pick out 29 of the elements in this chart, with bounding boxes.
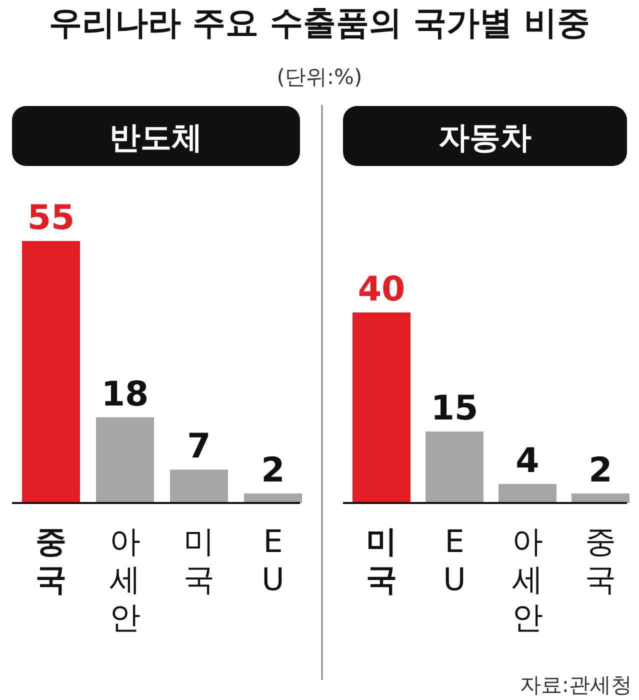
x-tick-label: 아세안 bbox=[512, 524, 543, 636]
x-tick-label: 중국 bbox=[585, 524, 616, 598]
bar bbox=[22, 241, 80, 503]
data-label: 2 bbox=[588, 450, 612, 490]
chart-title: 우리나라 주요 수출품의 국가별 비중 bbox=[49, 3, 590, 42]
data-label: 40 bbox=[358, 269, 406, 310]
text: (단위:%) bbox=[276, 65, 362, 89]
chart-subtitle: 반도체 bbox=[110, 120, 202, 156]
x-tick-label: 미국 bbox=[366, 524, 397, 598]
data-label: 2 bbox=[261, 450, 285, 490]
data-label: 4 bbox=[516, 440, 540, 481]
bar bbox=[498, 484, 556, 503]
x-tick-label: EU bbox=[443, 524, 466, 598]
bar bbox=[426, 432, 484, 503]
x-tick-label: EU bbox=[262, 524, 284, 598]
bar bbox=[572, 493, 630, 503]
bar bbox=[244, 493, 302, 503]
bar bbox=[96, 417, 154, 503]
chart-subtitle: 자동차 bbox=[438, 120, 532, 156]
x-tick-label: 중국 bbox=[36, 524, 66, 598]
bar bbox=[352, 312, 410, 503]
data-label: 7 bbox=[187, 426, 211, 467]
x-tick-label: 미국 bbox=[184, 524, 214, 598]
data-label: 18 bbox=[101, 374, 149, 414]
bar bbox=[170, 470, 228, 503]
x-tick-label: 아세안 bbox=[110, 524, 140, 636]
data-label: 15 bbox=[430, 388, 478, 429]
text: 자료:관세청 bbox=[520, 673, 632, 697]
data-label: 55 bbox=[27, 198, 75, 238]
